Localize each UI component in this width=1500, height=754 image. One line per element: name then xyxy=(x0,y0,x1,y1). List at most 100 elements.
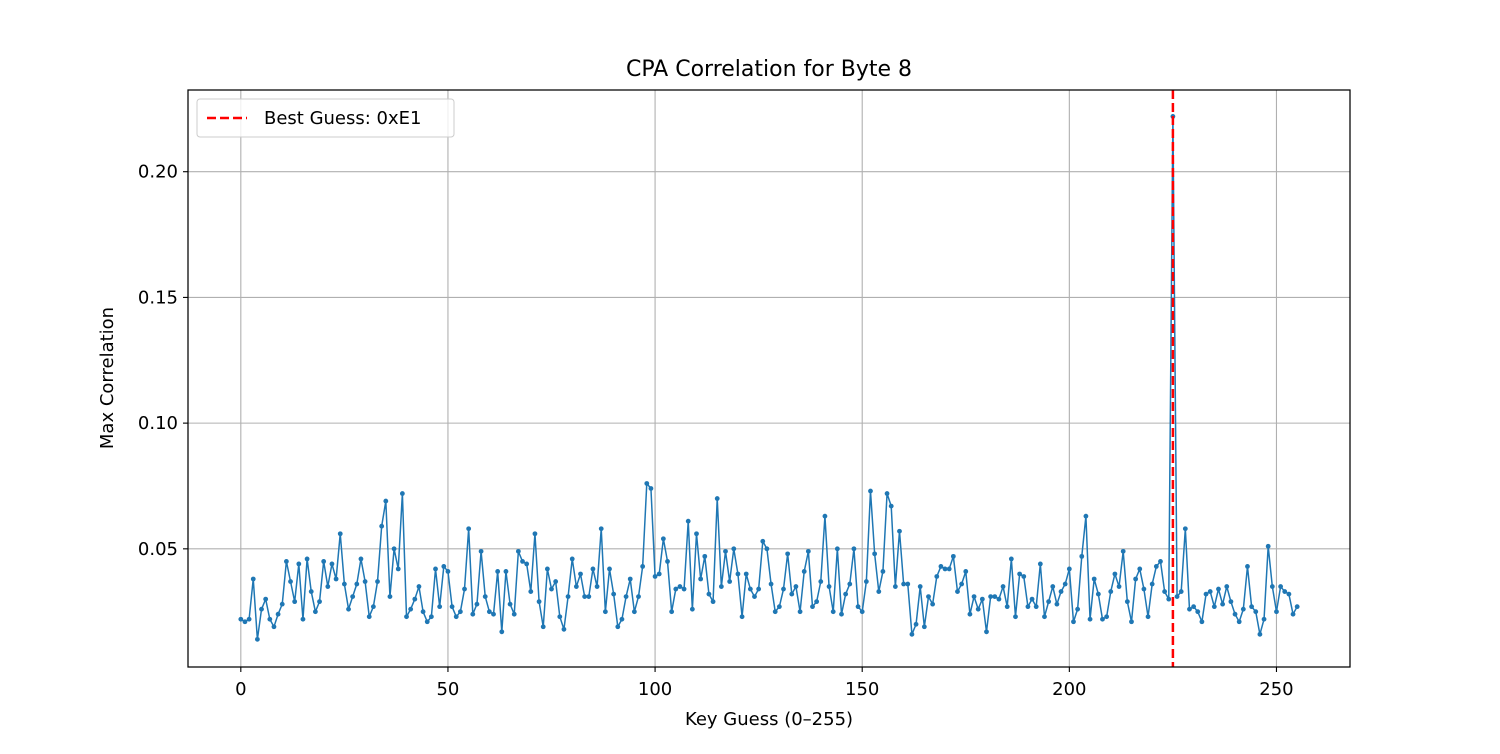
data-point xyxy=(263,596,269,602)
data-point xyxy=(1025,604,1031,610)
data-point xyxy=(859,609,865,615)
data-point xyxy=(1145,614,1151,620)
data-point xyxy=(611,591,617,597)
x-tick-label: 50 xyxy=(436,679,459,700)
data-point xyxy=(536,599,542,605)
data-point xyxy=(942,566,948,572)
data-point xyxy=(495,569,501,574)
data-point xyxy=(582,594,588,599)
data-point xyxy=(938,564,944,569)
data-point xyxy=(246,616,252,622)
data-point xyxy=(888,503,894,509)
data-point xyxy=(1013,614,1018,620)
data-point xyxy=(971,594,977,599)
data-point xyxy=(453,614,459,620)
data-point xyxy=(1079,553,1085,559)
y-tick-label: 0.10 xyxy=(138,413,178,434)
data-point xyxy=(486,609,492,615)
data-point xyxy=(727,579,733,584)
data-point xyxy=(1033,604,1039,610)
axis-ticks: 0 50 100 150 200 250 0.05 0.10 0.15 0.20 xyxy=(138,162,1294,700)
data-point xyxy=(503,569,509,574)
data-point xyxy=(1257,631,1263,637)
data-point xyxy=(1232,611,1238,617)
data-point xyxy=(1203,591,1209,597)
data-point xyxy=(677,584,683,589)
data-point xyxy=(557,614,563,620)
data-point xyxy=(1054,601,1060,607)
y-tick-label: 0.15 xyxy=(138,287,178,308)
data-point xyxy=(793,584,799,589)
data-point xyxy=(1274,609,1279,615)
data-point xyxy=(242,619,248,625)
data-point xyxy=(578,571,583,577)
legend-entry-best-guess: Best Guess: 0xE1 xyxy=(264,108,421,129)
plot-frame xyxy=(187,89,1351,668)
data-point xyxy=(317,599,322,605)
data-point xyxy=(399,491,405,496)
data-point xyxy=(457,609,463,615)
data-point xyxy=(1240,606,1246,612)
data-point xyxy=(499,629,505,635)
legend-box xyxy=(196,98,455,138)
data-point xyxy=(851,546,857,552)
data-point xyxy=(698,576,704,582)
data-point xyxy=(884,491,890,496)
data-point xyxy=(805,548,811,554)
data-point xyxy=(445,569,451,574)
data-point xyxy=(1004,604,1010,610)
data-point xyxy=(1153,564,1159,569)
data-point xyxy=(404,614,409,620)
data-point xyxy=(872,551,878,557)
data-point xyxy=(822,513,828,519)
data-point xyxy=(826,584,832,589)
data-point xyxy=(1166,596,1172,602)
data-point xyxy=(321,559,327,564)
data-point xyxy=(1124,599,1130,605)
data-point xyxy=(333,576,339,582)
data-point xyxy=(337,531,343,537)
data-point xyxy=(607,566,612,572)
data-point xyxy=(1050,584,1056,589)
data-point xyxy=(855,604,861,610)
data-point xyxy=(565,594,571,599)
data-point xyxy=(1029,596,1035,602)
data-point xyxy=(275,611,281,617)
data-point xyxy=(1116,584,1122,589)
data-point xyxy=(474,601,480,607)
data-point xyxy=(420,609,426,615)
data-point xyxy=(917,584,923,589)
data-point xyxy=(648,486,654,491)
data-point xyxy=(391,546,397,552)
data-point xyxy=(279,601,285,607)
data-point xyxy=(341,581,347,587)
data-point xyxy=(979,596,985,602)
data-point xyxy=(1162,589,1168,594)
x-tick-label: 200 xyxy=(1052,679,1086,700)
data-point xyxy=(1083,513,1089,519)
data-point xyxy=(810,604,815,610)
data-point xyxy=(1278,584,1284,589)
data-point xyxy=(466,526,472,532)
data-point xyxy=(652,574,658,579)
data-point xyxy=(1265,543,1271,549)
data-point xyxy=(1100,616,1105,622)
x-tick-label: 250 xyxy=(1259,679,1293,700)
data-point xyxy=(1104,614,1110,620)
data-point xyxy=(1253,609,1259,615)
data-point xyxy=(673,586,679,592)
data-point xyxy=(379,523,385,529)
data-point xyxy=(304,556,310,562)
data-point xyxy=(1141,586,1147,592)
data-point xyxy=(1133,576,1139,582)
data-point xyxy=(946,566,952,572)
data-point xyxy=(412,596,418,602)
data-point xyxy=(325,584,331,589)
data-point xyxy=(901,581,907,587)
data-point xyxy=(710,599,716,605)
data-point xyxy=(1120,548,1126,554)
data-point xyxy=(1021,574,1027,579)
data-point xyxy=(515,548,521,554)
y-axis-label: Max Correlation xyxy=(97,307,118,449)
